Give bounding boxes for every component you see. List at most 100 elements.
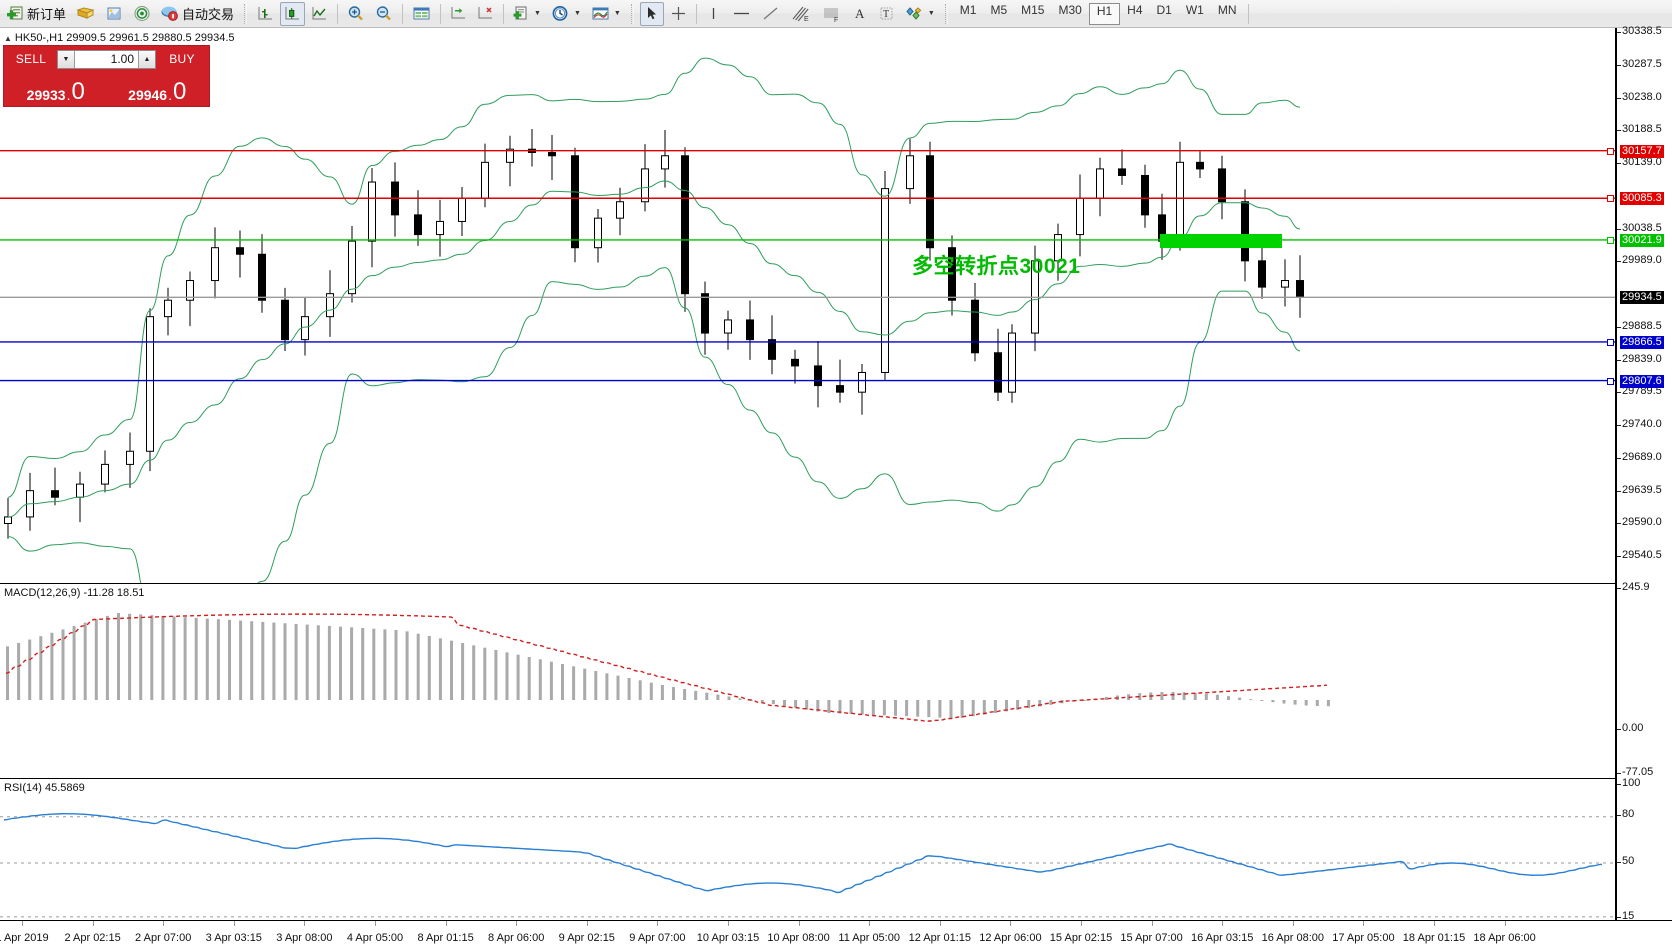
price-tick-label: 29689.0 bbox=[1622, 451, 1662, 464]
horizontal-level-lines[interactable] bbox=[0, 150, 1615, 382]
timeframe-m5[interactable]: M5 bbox=[990, 2, 1008, 17]
chart-area[interactable]: MACD(12,26,9) -11.28 18.51 RSI(14) 45.58… bbox=[0, 28, 1672, 951]
one-click-trade-panel[interactable]: SELL ▼ 1.00 ▲ BUY 29933 . 0 29946 . 0 bbox=[3, 45, 210, 107]
horizontal-line-button[interactable] bbox=[728, 2, 755, 26]
collapse-arrow-icon[interactable]: ▲ bbox=[4, 34, 12, 43]
volume-decrease-button[interactable]: ▼ bbox=[58, 50, 75, 68]
price-pane[interactable] bbox=[0, 28, 1615, 585]
print-preview-button[interactable] bbox=[101, 2, 127, 26]
period-button[interactable]: ▼ bbox=[547, 2, 585, 26]
volume-increase-button[interactable]: ▲ bbox=[138, 50, 155, 68]
timeframe-m15[interactable]: M15 bbox=[1021, 2, 1045, 17]
bar-chart-button[interactable] bbox=[253, 2, 278, 26]
objects-icon bbox=[905, 5, 924, 22]
zoom-out-button[interactable] bbox=[371, 2, 397, 26]
line-chart-button[interactable] bbox=[307, 2, 332, 26]
price-tick bbox=[1617, 458, 1621, 460]
price-scale[interactable]: 30338.5 30287.5 30238.0 30188.5 30139.0 30038… bbox=[1607, 26, 1672, 951]
timeframe-h4[interactable]: H4 bbox=[1127, 2, 1143, 17]
price-level-label-30021.9[interactable]: 30021.9 bbox=[1620, 233, 1664, 247]
vertical-line-button[interactable] bbox=[702, 2, 726, 26]
fibonacci-button[interactable]: F bbox=[817, 2, 846, 26]
price-chart-svg[interactable] bbox=[0, 28, 1615, 585]
rsi-chart-svg[interactable] bbox=[0, 780, 1615, 948]
price-tick bbox=[1617, 425, 1621, 426]
level-drag-handle[interactable] bbox=[1607, 195, 1614, 203]
sell-button[interactable]: SELL bbox=[15, 52, 47, 66]
chevron-down-icon-3[interactable]: ▼ bbox=[613, 10, 621, 17]
time-tick-label: 4 Apr 05:00 bbox=[346, 932, 404, 944]
zoom-in-button[interactable] bbox=[343, 2, 369, 26]
price-level-label-29934.5[interactable]: 29934.5 bbox=[1620, 291, 1664, 305]
time-tick bbox=[163, 921, 165, 926]
timeframe-m30[interactable]: M30 bbox=[1058, 2, 1082, 17]
signals-button[interactable] bbox=[129, 2, 155, 26]
macd-chart-svg[interactable] bbox=[0, 585, 1615, 780]
data-window-button[interactable] bbox=[408, 2, 435, 26]
level-drag-handle[interactable] bbox=[1607, 377, 1614, 385]
rsi-label: RSI(14) 45.5869 bbox=[4, 782, 85, 794]
volume-input[interactable]: 1.00 bbox=[75, 50, 138, 68]
time-scale[interactable]: 1 Apr 2019 2 Apr 02:15 2 Apr 07:00 3 Apr 03… bbox=[0, 920, 1672, 951]
text-icon: A bbox=[852, 5, 867, 22]
timeframe-w1[interactable]: W1 bbox=[1185, 2, 1204, 17]
timeframe-mn[interactable]: MN bbox=[1217, 2, 1237, 17]
price-tick bbox=[1617, 523, 1621, 525]
folder-button[interactable] bbox=[72, 2, 99, 26]
auto-scroll-icon bbox=[477, 5, 494, 22]
crosshair-icon bbox=[670, 5, 687, 22]
toolbar-divider bbox=[337, 3, 339, 24]
indicators-button[interactable]: ▼ bbox=[587, 2, 625, 26]
crosshair-button[interactable] bbox=[666, 2, 691, 26]
level-drag-handle[interactable] bbox=[1607, 236, 1614, 244]
price-tick-label: 29789.5 bbox=[1622, 385, 1662, 398]
price-tick bbox=[1617, 228, 1621, 230]
macd-tick-label: 0.00 bbox=[1622, 721, 1644, 734]
macd-pane[interactable]: MACD(12,26,9) -11.28 18.51 bbox=[0, 585, 1615, 780]
buy-button[interactable]: BUY bbox=[169, 52, 195, 66]
templates-button[interactable]: ▼ bbox=[509, 2, 545, 26]
rsi-line bbox=[3, 813, 1602, 894]
text-button[interactable]: A bbox=[848, 2, 872, 26]
buy-price-button[interactable]: 29946 . 0 bbox=[107, 70, 207, 104]
toolbar-divider-4 bbox=[503, 3, 505, 24]
volume-stepper[interactable]: ▼ 1.00 ▲ bbox=[57, 49, 156, 69]
objects-button[interactable]: ▼ bbox=[901, 2, 939, 26]
auto-trading-button[interactable]: 自动交易 bbox=[157, 2, 238, 26]
text-label-button[interactable]: T bbox=[874, 2, 899, 26]
sell-price-integer: 29933 bbox=[26, 87, 66, 103]
level-drag-handle[interactable] bbox=[1607, 338, 1614, 346]
time-tick-label: 3 Apr 08:00 bbox=[276, 932, 333, 944]
annotation-text[interactable]: 多空转折点30021 bbox=[912, 255, 1081, 278]
time-tick bbox=[1081, 921, 1082, 926]
candlestick-chart-button[interactable] bbox=[280, 1, 306, 26]
auto-scroll-button[interactable] bbox=[473, 2, 498, 26]
new-order-button[interactable]: 新订单 bbox=[3, 2, 70, 26]
time-tick bbox=[798, 921, 800, 926]
price-tick-label: 30038.5 bbox=[1622, 221, 1662, 234]
rectangle-zone-object[interactable] bbox=[1160, 234, 1282, 248]
time-tick-label: 18 Apr 06:00 bbox=[1473, 932, 1536, 944]
chart-shift-button[interactable] bbox=[446, 2, 471, 26]
trend-line-button[interactable] bbox=[757, 2, 784, 26]
price-level-label-30157.7[interactable]: 30157.7 bbox=[1620, 144, 1664, 158]
candlestick-chart-icon bbox=[284, 5, 301, 22]
timeframe-m1[interactable]: M1 bbox=[959, 2, 977, 17]
timeframe-h1[interactable]: H1 bbox=[1088, 2, 1121, 25]
time-tick-label: 15 Apr 02:15 bbox=[1049, 932, 1113, 944]
price-level-label-30085.3[interactable]: 30085.3 bbox=[1620, 192, 1664, 206]
level-drag-handle[interactable] bbox=[1607, 147, 1614, 155]
equidistant-channel-button[interactable]: E bbox=[786, 2, 815, 26]
chevron-down-icon-2[interactable]: ▼ bbox=[573, 10, 581, 17]
chevron-down-icon-4[interactable]: ▼ bbox=[927, 10, 935, 17]
sell-price-button[interactable]: 29933 . 0 bbox=[6, 70, 106, 104]
price-tick bbox=[1617, 359, 1621, 361]
macd-tick-label: 245.9 bbox=[1622, 581, 1650, 593]
price-level-label-29807.6[interactable]: 29807.6 bbox=[1620, 374, 1664, 388]
rsi-tick-label: 15 bbox=[1622, 909, 1635, 922]
sell-price-fraction: 0 bbox=[71, 78, 85, 106]
timeframe-d1[interactable]: D1 bbox=[1156, 2, 1172, 17]
price-level-label-29866.5[interactable]: 29866.5 bbox=[1620, 335, 1664, 349]
cursor-button[interactable] bbox=[639, 1, 664, 26]
chevron-down-icon[interactable]: ▼ bbox=[534, 10, 541, 17]
